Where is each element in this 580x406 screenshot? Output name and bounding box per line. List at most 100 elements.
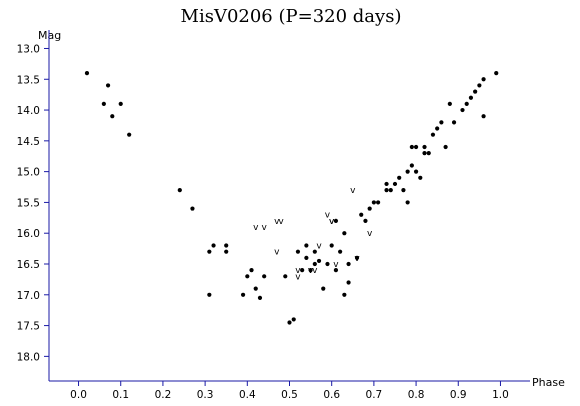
data-point <box>430 132 436 137</box>
data-point <box>481 114 486 119</box>
data-point <box>397 175 402 180</box>
data-point <box>333 268 339 273</box>
data-point <box>384 181 389 187</box>
data-point <box>245 274 250 279</box>
y-axis-label: Mag <box>38 29 61 42</box>
data-point <box>494 71 499 76</box>
data-point <box>473 89 478 94</box>
data-point <box>354 255 360 260</box>
upper-limit-point: v <box>295 272 301 282</box>
data-point <box>413 144 419 150</box>
data-point <box>257 295 263 300</box>
upper-limit-point: v <box>367 229 373 239</box>
data-point <box>177 188 182 193</box>
data-point <box>342 231 347 236</box>
data-point <box>308 268 313 273</box>
x-axis-ticks: 0.0 0.1 0.2 0.3 0.4 0.5 0.6 0.7 0.8 0.9 1.0 <box>70 381 509 401</box>
x-tick-label: 0.8 <box>408 389 425 401</box>
x-tick-label: 0.5 <box>281 389 298 401</box>
upper-limit-point: v <box>262 223 268 233</box>
data-point <box>342 292 347 297</box>
data-point <box>101 101 106 106</box>
data-point <box>371 200 376 205</box>
upper-limit-point: v <box>329 217 335 227</box>
data-point <box>224 243 229 248</box>
y-axis-ticks: 13.0 13.5 14.0 14.5 15.0 15.5 16.0 16.5 17.0 17.5… <box>17 43 49 363</box>
upper-limit-point: v <box>295 266 301 276</box>
data-point <box>418 175 423 180</box>
data-point <box>224 249 229 254</box>
data-point <box>84 71 90 76</box>
data-point <box>211 243 216 248</box>
data-point <box>443 144 448 150</box>
x-tick-label: 0.7 <box>366 389 383 401</box>
data-point <box>110 114 115 119</box>
data-point <box>405 169 410 174</box>
y-tick-label: 15.5 <box>17 197 40 209</box>
data-point <box>422 151 427 156</box>
data-point <box>207 249 212 254</box>
data-point <box>435 126 440 131</box>
data-point <box>363 218 368 223</box>
data-point <box>325 261 330 267</box>
y-tick-label: 14.0 <box>17 105 40 117</box>
data-point <box>426 151 431 156</box>
data-point <box>401 188 406 193</box>
chart-title: MisV0206 (P=320 days) <box>181 6 402 27</box>
data-point <box>304 243 309 248</box>
y-tick-label: 17.0 <box>17 290 40 302</box>
upper-limit-point: v <box>350 186 356 196</box>
data-point <box>190 206 195 211</box>
data-point <box>405 200 410 205</box>
data-point <box>127 132 132 137</box>
data-point <box>338 249 343 254</box>
x-tick-label: 1.0 <box>492 389 509 401</box>
data-point <box>333 218 339 223</box>
y-tick-label: 18.0 <box>17 351 40 363</box>
x-tick-label: 0.6 <box>323 389 340 401</box>
data-point <box>329 243 334 248</box>
x-tick-label: 0.9 <box>450 389 467 401</box>
x-tick-label: 0.4 <box>239 389 256 401</box>
upper-limit-point: v <box>325 211 331 221</box>
data-point <box>295 249 301 254</box>
data-point <box>118 101 123 106</box>
data-point <box>346 280 351 285</box>
upper-limit-point: v <box>333 260 339 270</box>
data-point <box>321 286 326 291</box>
upper-limit-point: v <box>274 248 280 258</box>
data-point <box>291 317 296 322</box>
data-point <box>447 101 452 106</box>
data-point <box>451 120 457 125</box>
upper-limit-point: v <box>329 217 335 227</box>
data-point <box>283 274 288 279</box>
data-point <box>240 292 246 297</box>
data-point <box>300 268 305 273</box>
data-point <box>409 144 414 150</box>
upper-limit-point: v <box>274 217 280 227</box>
y-tick-label: 17.5 <box>17 321 40 333</box>
data-point <box>481 77 486 82</box>
data-point <box>384 188 389 193</box>
data-point <box>316 258 322 264</box>
y-tick-label: 15.0 <box>17 167 40 179</box>
data-point <box>392 181 398 187</box>
upper-limit-point: v <box>312 266 318 276</box>
data-point <box>207 292 212 297</box>
upper-limit-point: v <box>354 254 360 264</box>
data-point <box>388 188 393 193</box>
data-point <box>304 255 309 260</box>
data-point <box>477 83 482 88</box>
data-point <box>409 163 414 168</box>
x-tick-label: 0.3 <box>197 389 214 401</box>
upper-limit-point: v <box>316 242 322 252</box>
data-point <box>312 249 317 254</box>
x-tick-label: 0.1 <box>112 389 129 401</box>
upper-limit-point: v <box>308 266 314 276</box>
y-tick-label: 16.5 <box>17 259 40 271</box>
data-point <box>367 206 372 211</box>
data-point <box>422 144 427 150</box>
data-point <box>376 200 381 205</box>
